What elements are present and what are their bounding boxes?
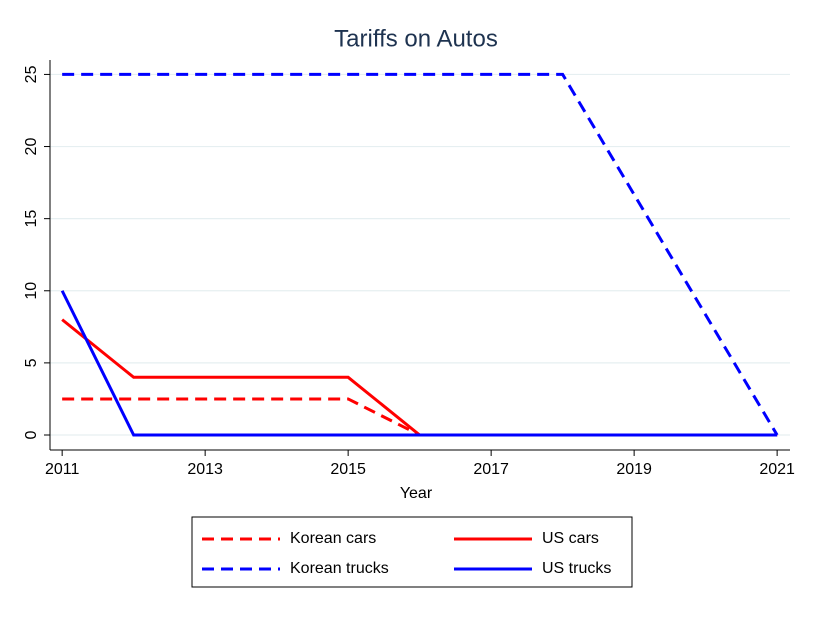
y-tick-label: 0 — [23, 430, 40, 439]
y-tick-label: 20 — [23, 138, 40, 156]
legend-label: Korean trucks — [290, 560, 389, 577]
x-tick-label: 2011 — [45, 461, 80, 478]
x-tick-label: 2019 — [616, 461, 652, 478]
legend-label: US trucks — [542, 560, 611, 577]
x-tick-label: 2015 — [330, 461, 366, 478]
y-tick-label: 25 — [23, 65, 40, 83]
series-line — [60, 290, 778, 437]
y-tick-label: 5 — [23, 358, 40, 367]
series-line — [62, 72, 779, 436]
x-tick-label: 2017 — [473, 461, 509, 478]
legend — [191, 516, 633, 588]
chart-title: Tariffs on Autos — [334, 25, 498, 52]
x-tick-label: 2013 — [187, 461, 223, 478]
legend-label: US cars — [542, 530, 599, 547]
legend-label: Korean cars — [290, 530, 376, 547]
x-axis-label: Year — [400, 485, 433, 502]
y-tick-label: 15 — [23, 210, 40, 228]
x-tick-label: 2021 — [759, 461, 795, 478]
y-tick-label: 10 — [23, 282, 40, 300]
